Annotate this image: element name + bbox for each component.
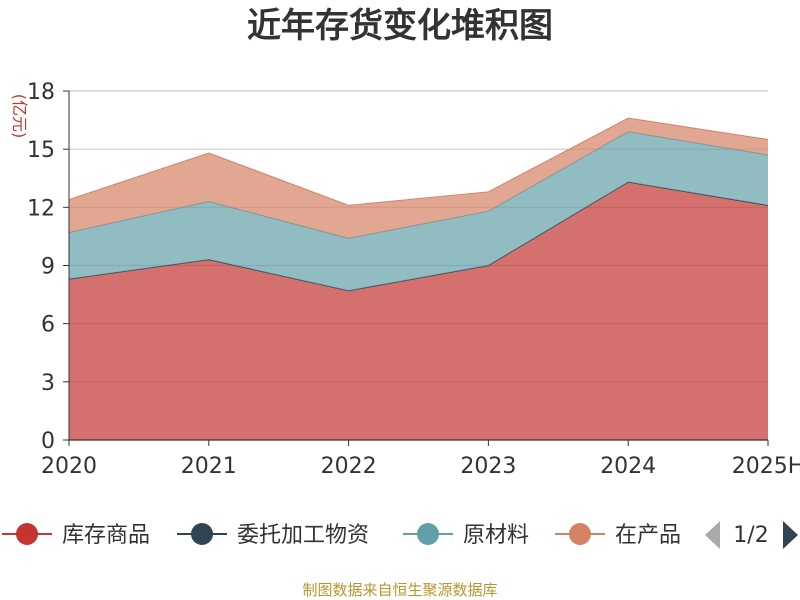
y-tick-label: 15 xyxy=(27,138,55,163)
legend-item: 原材料 xyxy=(403,523,529,548)
area-在产品 xyxy=(69,118,768,239)
legend-label: 在产品 xyxy=(615,523,681,548)
y-tick-label: 18 xyxy=(27,80,55,105)
x-tick-label: 2021 xyxy=(181,454,237,479)
legend-label: 委托加工物资 xyxy=(237,523,369,548)
axes: 0 3 6 9 12 15 18 2020 2021 2022 2023 2024 2025H xyxy=(27,80,800,479)
area-原材料 xyxy=(69,131,768,291)
legend-label: 库存商品 xyxy=(62,523,150,548)
legend-marker xyxy=(16,523,38,545)
legend-prev-page-icon[interactable] xyxy=(705,521,720,549)
series-areas xyxy=(68,117,769,440)
x-tick-label: 2023 xyxy=(460,454,516,479)
legend-item: 委托加工物资 xyxy=(177,523,369,548)
x-tick-label: 2025H xyxy=(732,454,800,479)
source-note: 制图数据来自恒生聚源数据库 xyxy=(302,581,497,599)
legend-marker xyxy=(191,523,213,545)
y-tick-label: 3 xyxy=(41,371,55,396)
chart-title: 近年存货变化堆积图 xyxy=(247,6,553,46)
x-tick-label: 2020 xyxy=(41,454,97,479)
legend-item: 在产品 xyxy=(555,523,681,548)
legend-item: 库存商品 xyxy=(2,523,150,548)
y-axis-label: (亿元) xyxy=(10,94,29,139)
y-tick-label: 12 xyxy=(27,196,55,221)
x-tick-label: 2022 xyxy=(321,454,377,479)
legend-page-indicator: 1/2 xyxy=(733,523,768,548)
y-tick-label: 0 xyxy=(41,429,55,454)
area-库存商品 xyxy=(69,182,768,440)
legend-label: 原材料 xyxy=(463,523,529,548)
line-在产品 xyxy=(68,117,769,206)
y-tick-label: 6 xyxy=(41,313,55,338)
y-tick-label: 9 xyxy=(41,255,55,280)
legend-marker xyxy=(417,523,439,545)
x-tick-label: 2024 xyxy=(600,454,656,479)
legend-mask xyxy=(685,505,800,565)
legend-marker xyxy=(569,523,591,545)
legend: 库存商品 委托加工物资 原材料 在产品 1/2 xyxy=(2,505,800,565)
legend-next-page-icon[interactable] xyxy=(783,521,798,549)
